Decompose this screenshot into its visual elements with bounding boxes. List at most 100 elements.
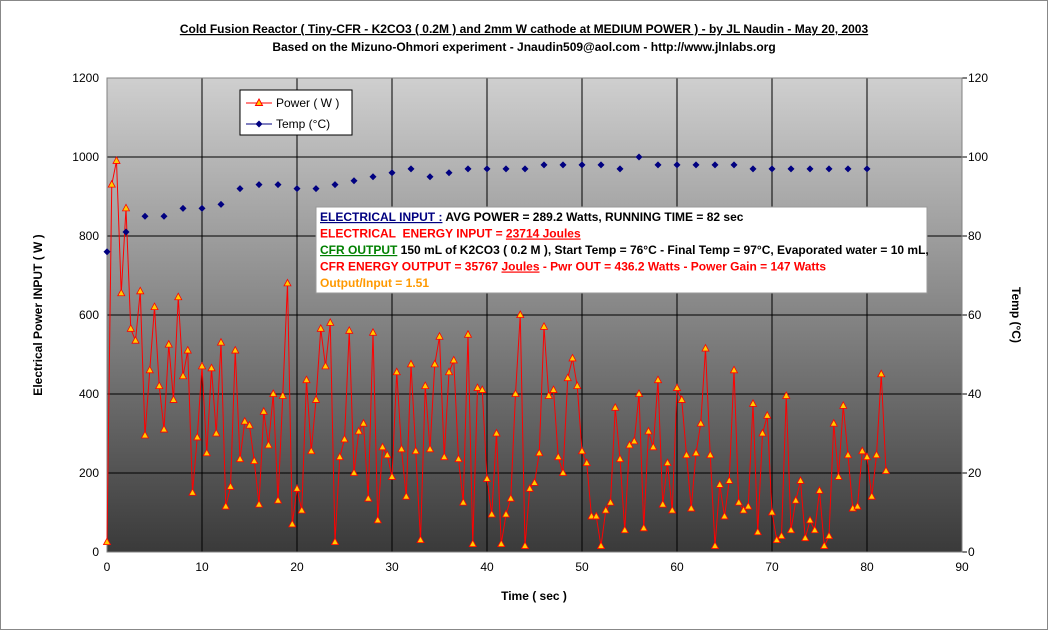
power-marker — [763, 410, 772, 419]
power-marker — [245, 420, 254, 429]
y-tick-label: 400 — [79, 387, 99, 401]
temp-marker — [597, 161, 605, 169]
power-marker — [573, 381, 582, 389]
power-marker — [311, 395, 321, 403]
power-marker — [197, 361, 207, 370]
power-marker — [387, 472, 397, 480]
power-marker — [701, 343, 710, 352]
power-marker — [136, 286, 145, 295]
power-marker — [691, 448, 701, 457]
power-marker — [117, 288, 126, 297]
annotation-line: CFR OUTPUT 150 mL of K2CO3 ( 0.2 M ), St… — [320, 243, 929, 257]
power-marker — [435, 331, 444, 340]
temp-marker — [483, 165, 491, 173]
power-marker — [620, 525, 629, 534]
annotation-text: - Pwr OUT = 436.2 Watts - Power Gain = 1… — [540, 260, 827, 274]
annotation-line: ELECTRICAL INPUT : AVG POWER = 289.2 Wat… — [320, 210, 744, 224]
temp-marker — [749, 165, 757, 173]
power-marker — [677, 395, 686, 403]
legend-marker — [254, 97, 264, 106]
temp-marker — [559, 161, 567, 169]
power-marker — [725, 476, 734, 484]
y2-tick-label: 20 — [968, 466, 982, 480]
power-marker — [102, 537, 112, 546]
power-marker — [406, 359, 416, 368]
x-tick-label: 0 — [104, 560, 111, 574]
power-marker — [425, 444, 435, 453]
power-marker — [511, 389, 520, 397]
y-tick-label: 600 — [79, 308, 99, 322]
y2-tick-label: 80 — [968, 229, 982, 243]
power-marker — [820, 541, 829, 549]
power-marker — [359, 418, 368, 427]
power-marker — [259, 406, 268, 415]
temp-marker — [635, 153, 643, 161]
temp-marker — [863, 165, 871, 173]
power-marker — [364, 493, 373, 502]
legend-marker — [255, 120, 263, 128]
power-marker — [254, 499, 264, 508]
power-marker — [430, 359, 439, 368]
power-marker — [240, 416, 249, 425]
y-tick-label: 1000 — [72, 150, 99, 164]
power-marker — [877, 369, 886, 378]
power-marker — [302, 375, 311, 384]
power-marker — [867, 491, 876, 500]
power-marker — [212, 428, 221, 437]
annotation-text: ELECTRICAL INPUT : — [320, 210, 442, 224]
temp-marker — [141, 212, 149, 220]
power-marker — [283, 278, 292, 287]
power-marker — [715, 480, 724, 488]
power-marker — [625, 440, 634, 449]
power-marker — [796, 476, 805, 484]
x-tick-label: 80 — [860, 560, 874, 574]
power-marker — [449, 355, 458, 364]
power-marker — [829, 418, 838, 427]
chart-subtitle: Based on the Mizuno-Ohmori experiment - … — [272, 40, 775, 54]
power-marker — [639, 523, 648, 532]
power-marker — [663, 458, 672, 467]
x-tick-label: 20 — [290, 560, 304, 574]
power-marker — [734, 497, 743, 506]
power-marker — [696, 418, 705, 427]
power-marker — [459, 497, 468, 506]
power-marker — [720, 511, 729, 520]
power-marker — [824, 531, 834, 540]
temp-marker — [844, 165, 852, 173]
power-marker — [107, 179, 116, 188]
y-tick-label: 0 — [92, 545, 99, 559]
power-marker — [112, 156, 121, 164]
power-marker — [478, 385, 487, 393]
temp-marker — [578, 161, 586, 169]
power-marker — [668, 505, 677, 514]
annotation-line: Output/Input = 1.51 — [320, 276, 429, 290]
temp-marker — [464, 165, 472, 173]
power-marker — [231, 345, 240, 354]
y2-tick-label: 40 — [968, 387, 982, 401]
power-marker — [748, 399, 758, 407]
legend-label: Power ( W ) — [276, 96, 339, 110]
power-marker — [682, 450, 691, 459]
y2-tick-label: 0 — [968, 545, 975, 559]
temp-marker — [711, 161, 719, 169]
power-marker — [482, 474, 492, 482]
power-marker — [592, 511, 601, 520]
annotation-text: AVG POWER = 289.2 Watts, RUNNING TIME = … — [442, 210, 743, 224]
y-tick-label: 1200 — [72, 71, 99, 85]
legend-box — [239, 89, 353, 136]
power-marker — [131, 335, 140, 344]
power-marker — [649, 442, 658, 451]
y-tick-label: 200 — [79, 466, 99, 480]
power-marker — [273, 495, 283, 504]
power-marker — [516, 310, 525, 318]
power-marker — [402, 491, 411, 500]
power-marker — [397, 444, 406, 453]
power-marker — [549, 385, 558, 393]
temp-marker — [407, 165, 415, 173]
power-marker — [535, 448, 544, 457]
temp-marker — [673, 161, 681, 169]
power-marker — [672, 383, 682, 391]
power-marker — [506, 493, 515, 502]
power-marker — [335, 452, 344, 461]
